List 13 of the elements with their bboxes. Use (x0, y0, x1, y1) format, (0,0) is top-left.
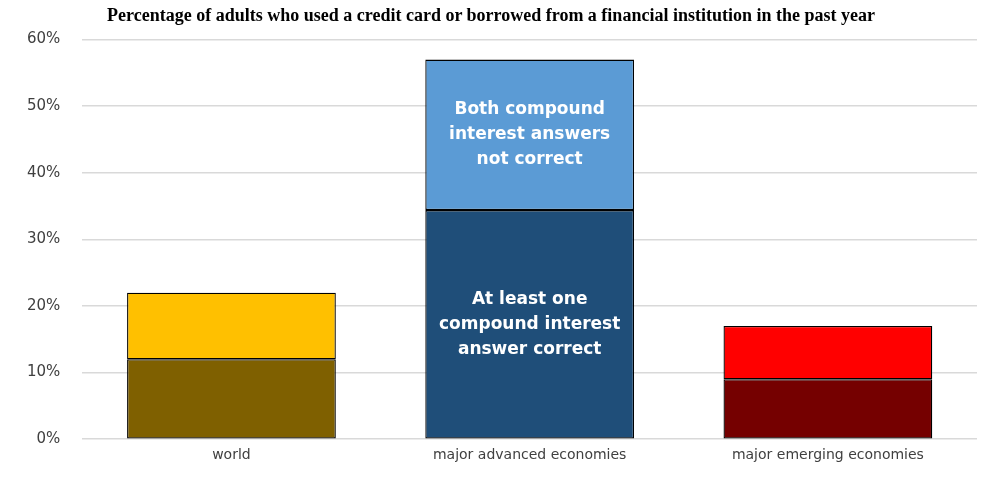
y-tick-label: 40% (27, 162, 61, 181)
y-tick-label: 50% (27, 96, 61, 115)
y-tick-label: 30% (27, 229, 61, 248)
x-tick-label: world (212, 446, 251, 463)
x-tick-label: major advanced economies (432, 446, 627, 463)
x-tick-label: major emerging economies (731, 446, 924, 463)
chart-title: Percentage of adults who used a credit card or borrowed from a financial institution in the past year (107, 5, 875, 26)
y-tick-label: 0% (36, 429, 61, 448)
series-label: Both compound interest answers not correct (449, 98, 611, 169)
y-tick-label: 20% (27, 295, 61, 314)
y-tick-label: 10% (27, 362, 61, 381)
series-label: At least one compound interest answer correct (438, 287, 621, 358)
y-tick-label: 60% (27, 29, 61, 48)
